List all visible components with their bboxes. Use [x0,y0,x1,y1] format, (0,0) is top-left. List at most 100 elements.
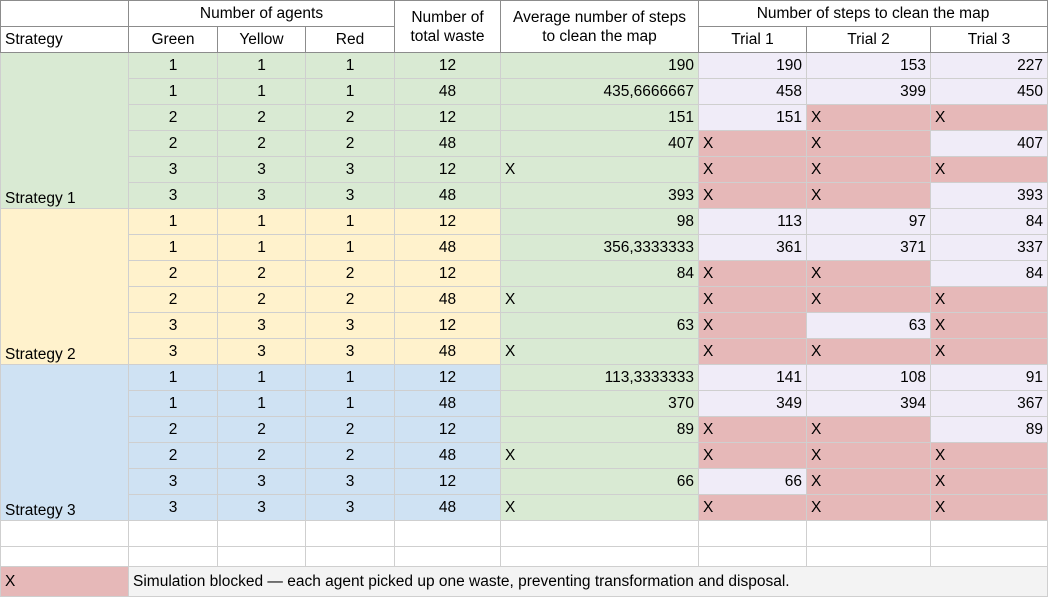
average-steps-cell[interactable]: 89 [500,416,699,443]
trial-3-cell[interactable]: 450 [930,78,1048,105]
trial-2-cell[interactable]: X [806,338,931,365]
yellow-agents-cell[interactable]: 3 [217,156,306,183]
trial-3-cell[interactable]: X [930,286,1048,313]
green-agents-cell[interactable]: 2 [128,442,218,469]
total-waste-cell[interactable]: 12 [394,156,501,183]
empty-cell[interactable] [930,520,1048,547]
red-agents-cell[interactable]: 2 [305,442,395,469]
total-waste-cell[interactable]: 12 [394,104,501,131]
trial-1-cell[interactable]: 66 [698,468,807,495]
header-average-steps[interactable]: Average number of steps to clean the map [500,0,699,53]
yellow-agents-cell[interactable]: 2 [217,260,306,287]
trial-3-cell[interactable]: 84 [930,260,1048,287]
red-agents-cell[interactable]: 1 [305,364,395,391]
average-steps-cell[interactable]: 190 [500,52,699,79]
trial-1-cell[interactable]: X [698,286,807,313]
trial-1-cell[interactable]: 361 [698,234,807,261]
total-waste-cell[interactable]: 12 [394,260,501,287]
green-agents-cell[interactable]: 2 [128,286,218,313]
green-agents-cell[interactable]: 2 [128,416,218,443]
total-waste-cell[interactable]: 48 [394,442,501,469]
trial-2-cell[interactable]: X [806,130,931,157]
empty-cell[interactable] [698,546,807,567]
green-agents-cell[interactable]: 1 [128,364,218,391]
trial-1-cell[interactable]: X [698,312,807,339]
header-trial-1[interactable]: Trial 1 [698,26,807,53]
header-yellow[interactable]: Yellow [217,26,306,53]
header-empty-cell[interactable] [0,0,129,27]
empty-cell[interactable] [305,546,395,567]
trial-1-cell[interactable]: 458 [698,78,807,105]
total-waste-cell[interactable]: 12 [394,468,501,495]
total-waste-cell[interactable]: 48 [394,182,501,209]
trial-2-cell[interactable]: 153 [806,52,931,79]
green-agents-cell[interactable]: 1 [128,208,218,235]
average-steps-cell[interactable]: 84 [500,260,699,287]
red-agents-cell[interactable]: 2 [305,104,395,131]
strategy-label[interactable]: Strategy 2 [0,208,129,365]
green-agents-cell[interactable]: 1 [128,234,218,261]
trial-2-cell[interactable]: X [806,104,931,131]
total-waste-cell[interactable]: 12 [394,416,501,443]
total-waste-cell[interactable]: 12 [394,52,501,79]
trial-1-cell[interactable]: X [698,494,807,521]
empty-cell[interactable] [128,546,218,567]
header-agents-group[interactable]: Number of agents [128,0,395,27]
total-waste-cell[interactable]: 48 [394,494,501,521]
empty-cell[interactable] [806,520,931,547]
average-steps-cell[interactable]: 356,3333333 [500,234,699,261]
total-waste-cell[interactable]: 48 [394,234,501,261]
total-waste-cell[interactable]: 48 [394,130,501,157]
red-agents-cell[interactable]: 1 [305,78,395,105]
average-steps-cell[interactable]: 151 [500,104,699,131]
average-steps-cell[interactable]: X [500,156,699,183]
trial-3-cell[interactable]: X [930,442,1048,469]
trial-3-cell[interactable]: X [930,312,1048,339]
average-steps-cell[interactable]: 66 [500,468,699,495]
average-steps-cell[interactable]: 113,3333333 [500,364,699,391]
green-agents-cell[interactable]: 2 [128,104,218,131]
red-agents-cell[interactable]: 3 [305,468,395,495]
trial-2-cell[interactable]: 108 [806,364,931,391]
average-steps-cell[interactable]: 407 [500,130,699,157]
yellow-agents-cell[interactable]: 1 [217,390,306,417]
trial-2-cell[interactable]: 399 [806,78,931,105]
trial-2-cell[interactable]: X [806,182,931,209]
green-agents-cell[interactable]: 3 [128,494,218,521]
trial-3-cell[interactable]: X [930,156,1048,183]
total-waste-cell[interactable]: 48 [394,390,501,417]
empty-cell[interactable] [217,520,306,547]
total-waste-cell[interactable]: 12 [394,208,501,235]
green-agents-cell[interactable]: 3 [128,338,218,365]
trial-3-cell[interactable]: 393 [930,182,1048,209]
yellow-agents-cell[interactable]: 1 [217,78,306,105]
trial-3-cell[interactable]: 367 [930,390,1048,417]
trial-3-cell[interactable]: 84 [930,208,1048,235]
green-agents-cell[interactable]: 3 [128,468,218,495]
red-agents-cell[interactable]: 3 [305,338,395,365]
empty-cell[interactable] [217,546,306,567]
average-steps-cell[interactable]: X [500,286,699,313]
average-steps-cell[interactable]: X [500,494,699,521]
yellow-agents-cell[interactable]: 2 [217,104,306,131]
header-trials-group[interactable]: Number of steps to clean the map [698,0,1048,27]
red-agents-cell[interactable]: 3 [305,182,395,209]
trial-2-cell[interactable]: 63 [806,312,931,339]
trial-1-cell[interactable]: X [698,442,807,469]
red-agents-cell[interactable]: 2 [305,130,395,157]
trial-1-cell[interactable]: X [698,338,807,365]
trial-2-cell[interactable]: X [806,156,931,183]
trial-1-cell[interactable]: X [698,156,807,183]
trial-2-cell[interactable]: 371 [806,234,931,261]
trial-2-cell[interactable]: X [806,494,931,521]
trial-3-cell[interactable]: 407 [930,130,1048,157]
empty-cell[interactable] [0,546,129,567]
trial-2-cell[interactable]: X [806,260,931,287]
trial-1-cell[interactable]: 141 [698,364,807,391]
trial-3-cell[interactable]: X [930,468,1048,495]
trial-2-cell[interactable]: X [806,286,931,313]
red-agents-cell[interactable]: 2 [305,416,395,443]
trial-3-cell[interactable]: X [930,104,1048,131]
trial-1-cell[interactable]: 190 [698,52,807,79]
yellow-agents-cell[interactable]: 1 [217,52,306,79]
